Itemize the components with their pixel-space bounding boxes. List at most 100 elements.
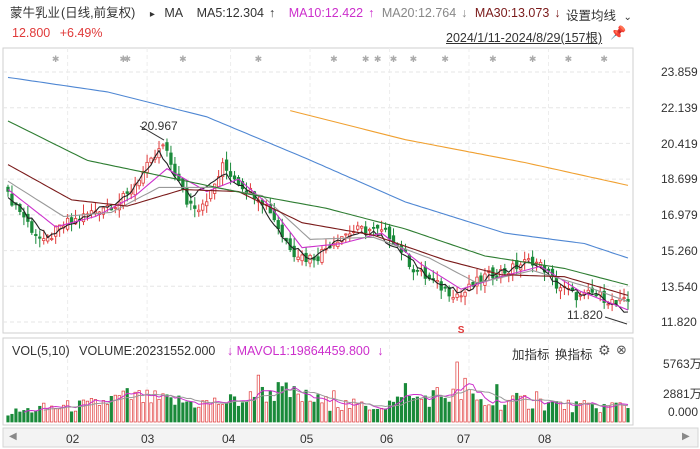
triangle-right-icon[interactable]: ▸	[149, 9, 155, 20]
volume-bar	[562, 409, 567, 423]
star-marker: ✱	[410, 54, 418, 64]
volume-bar	[558, 401, 563, 423]
volume-bar	[542, 410, 547, 423]
add-indicator-button[interactable]: 加指标	[512, 348, 550, 362]
volume-bar	[368, 409, 372, 423]
star-marker: ✱	[255, 54, 263, 64]
candle-body	[523, 259, 527, 262]
volume-bar	[531, 408, 535, 423]
star-marker: ✱	[119, 54, 127, 64]
volume-bar	[197, 406, 201, 423]
volume-bar	[423, 395, 427, 423]
x-tick: 07	[457, 432, 471, 446]
star-marker: ✱	[374, 54, 382, 64]
volume-bar	[602, 403, 606, 423]
candle-body	[189, 200, 193, 204]
volume-bar	[538, 398, 543, 423]
scroll-left-icon[interactable]: ◀	[9, 431, 17, 442]
ma20-line	[7, 180, 629, 303]
volume-bar	[411, 398, 415, 423]
volume-bar	[503, 404, 507, 423]
volume-bar	[614, 402, 618, 423]
date-range[interactable]: 2024/1/11-2024/8/29(157根)	[446, 31, 603, 45]
volume-bar	[360, 401, 364, 423]
volume-bar	[407, 395, 411, 423]
volume-bar	[225, 402, 229, 423]
volume-bar	[320, 402, 324, 423]
y-tick: 13.540	[661, 280, 698, 294]
volume-bar	[391, 401, 396, 423]
high-arrow	[139, 125, 165, 141]
candle-body	[534, 261, 539, 264]
volume-bar	[169, 397, 173, 423]
y-tick: 15.260	[661, 244, 698, 258]
candle-body	[447, 286, 451, 297]
arrow-down-icon: ↓	[461, 6, 468, 20]
volume-bar	[455, 361, 459, 423]
candle-body	[407, 254, 412, 267]
volume-bar	[376, 408, 380, 423]
star-marker: ✱	[52, 54, 60, 64]
candle-body	[173, 163, 177, 177]
x-tick: 08	[538, 432, 552, 446]
candle-body	[602, 290, 606, 303]
candle-body	[570, 287, 575, 290]
volume-header: VOL(5,10) VOLUME:20231552.000 ↓ MAVOL1:1…	[12, 344, 384, 358]
scroll-right-icon[interactable]: ▶	[682, 431, 690, 442]
volume-bar	[189, 401, 193, 423]
volume-bar	[272, 400, 276, 423]
stock-name: 蒙牛乳业	[10, 6, 61, 20]
ma-header: 蒙牛乳业(日线,前复权) ▸ MA MA5:12.304 ↑ MA10:12.42…	[10, 4, 566, 24]
volume-bar	[38, 405, 42, 423]
vol-tick: 5763万	[663, 357, 700, 371]
pin-icon[interactable]: 📌	[610, 25, 627, 40]
candle-body	[193, 205, 197, 209]
candle-body	[443, 286, 447, 289]
volume-bar	[336, 407, 340, 423]
close-icon[interactable]: ⊗	[616, 342, 627, 357]
star-marker: ✱	[362, 54, 370, 64]
low-annotation: 11.820	[567, 308, 603, 322]
current-price: 12.800	[12, 26, 51, 40]
volume-bar	[380, 407, 384, 423]
swap-indicator-button[interactable]: 换指标	[555, 348, 593, 362]
volume-bar	[610, 402, 614, 423]
volume-bar	[328, 410, 332, 423]
volume-bar	[141, 402, 145, 423]
volume-bar	[205, 400, 209, 423]
volume-bar	[395, 396, 400, 423]
ma-label: MA	[164, 6, 184, 20]
star-marker: ✱	[600, 54, 608, 64]
arrow-down-icon: ↓	[377, 344, 384, 358]
volume-bar	[81, 399, 86, 423]
volume-bar	[383, 408, 388, 423]
candle-body	[622, 297, 626, 300]
volume-bar	[276, 382, 280, 423]
candle-body	[360, 225, 364, 229]
volume-bar	[165, 394, 169, 423]
volume-bar	[570, 412, 574, 423]
candle-body	[296, 256, 300, 260]
volume-bar	[618, 402, 622, 423]
gear-icon[interactable]: ⚙	[598, 342, 611, 358]
ma-settings-button[interactable]: 设置均线 ⌄	[566, 5, 632, 24]
volume-bar	[77, 400, 82, 423]
volume-bar	[586, 402, 590, 423]
volume-bar	[435, 387, 439, 423]
candle-body	[161, 144, 165, 147]
y-tick: 20.419	[661, 137, 698, 151]
volume-bar	[213, 397, 217, 423]
star-marker: ✱	[529, 54, 537, 64]
arrow-down-icon: ↓	[554, 6, 561, 20]
volume-bar	[519, 395, 523, 423]
volume-bar	[439, 396, 443, 423]
volume-bar	[66, 400, 70, 423]
chevron-down-icon: ⌄	[623, 12, 632, 23]
candle-body	[236, 177, 241, 185]
volume-bar	[260, 386, 264, 423]
volume-bar	[42, 402, 46, 423]
volume-bar	[550, 401, 555, 423]
y-tick: 18.699	[661, 172, 698, 186]
candle-body	[141, 171, 145, 184]
